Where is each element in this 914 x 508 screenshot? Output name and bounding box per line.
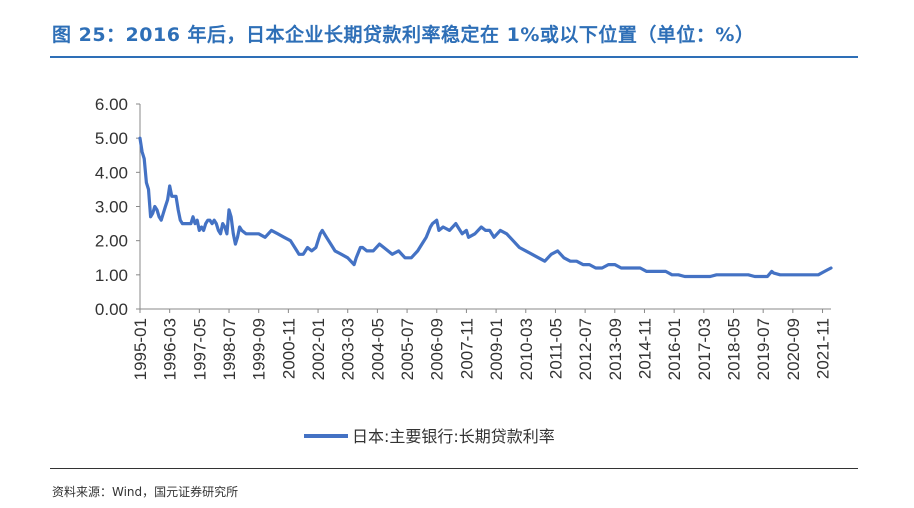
x-axis: 1995-01 1996-03 1997-05 1998-07 1999-09 2000-…: [131, 308, 833, 380]
x-tick-label: 2011-05: [546, 318, 565, 379]
x-tick-label: 2007-11: [457, 318, 476, 379]
x-tick-label: 2005-07: [398, 318, 417, 380]
y-tick-label: 1.00: [95, 266, 128, 285]
x-tick-label: 1999-09: [250, 318, 269, 380]
x-tick-label: 2004-05: [368, 318, 387, 380]
legend-label: 日本:主要银行:长期贷款利率: [352, 427, 555, 446]
x-tick-label: 1998-07: [220, 318, 239, 380]
x-tick-label: 2019-07: [754, 318, 773, 380]
x-tick-label: 2009-01: [487, 318, 506, 380]
x-tick-label: 2012-07: [576, 318, 595, 380]
y-tick-label: 4.00: [95, 163, 128, 182]
x-tick-label: 2018-05: [724, 318, 743, 380]
x-tick-label: 1995-01: [131, 318, 150, 380]
y-tick-label: 2.00: [95, 232, 128, 251]
x-tick-label: 2014-11: [635, 318, 654, 379]
figure-title: 图 25：2016 年后，日本企业长期贷款利率稳定在 1%或以下位置（单位：%）: [52, 24, 755, 46]
x-tick-label: 2016-01: [665, 318, 684, 380]
title-divider: [50, 56, 858, 58]
y-axis: 0.00 1.00 2.00 3.00 4.00 5.00 6.00: [95, 95, 141, 319]
x-tick-label: 2021-11: [814, 318, 833, 379]
x-tick-label: 2000-11: [279, 318, 298, 379]
y-tick-label: 0.00: [95, 300, 128, 319]
x-tick-label: 1996-03: [161, 318, 180, 380]
y-tick-label: 3.00: [95, 198, 128, 217]
x-tick-label: 2010-03: [517, 318, 536, 380]
x-tick-label: 2020-09: [784, 318, 803, 380]
series-line: [138, 136, 833, 279]
y-tick-label: 6.00: [95, 95, 128, 114]
x-tick-label: 2002-01: [309, 318, 328, 380]
legend: 日本:主要银行:长期贷款利率: [304, 427, 555, 446]
x-tick-label: 2006-09: [428, 318, 447, 380]
footer-divider: [50, 468, 858, 469]
x-tick-label: 1997-05: [190, 318, 209, 380]
x-tick-label: 2013-09: [606, 318, 625, 380]
source-note: 资料来源：Wind，国元证券研究所: [52, 485, 239, 499]
x-tick-label: 2003-03: [339, 318, 358, 380]
y-tick-label: 5.00: [95, 129, 128, 148]
x-tick-label: 2017-03: [695, 318, 714, 380]
series-group: [138, 136, 833, 279]
